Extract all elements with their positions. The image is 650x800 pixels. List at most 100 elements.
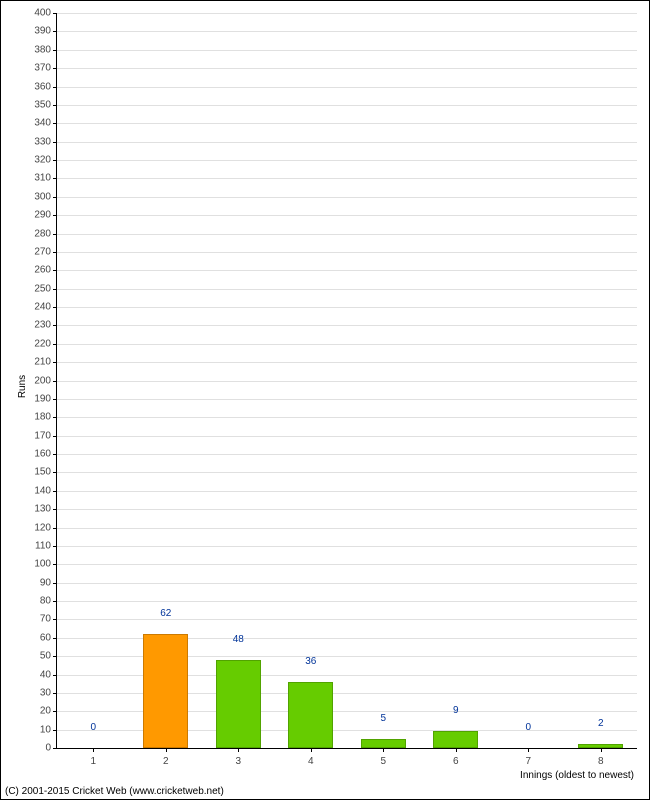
gridline — [57, 491, 637, 492]
gridline — [57, 344, 637, 345]
x-tick-label: 2 — [163, 748, 169, 767]
gridline — [57, 509, 637, 510]
y-axis-title: Runs — [17, 374, 28, 397]
bar-value-label: 36 — [305, 656, 316, 669]
y-tick-label: 70 — [40, 614, 57, 625]
y-tick-label: 120 — [34, 522, 57, 533]
y-tick-label: 200 — [34, 375, 57, 386]
gridline — [57, 123, 637, 124]
x-tick-label: 4 — [308, 748, 314, 767]
y-tick-label: 260 — [34, 265, 57, 276]
gridline — [57, 289, 637, 290]
y-tick-label: 270 — [34, 246, 57, 257]
y-tick-label: 360 — [34, 81, 57, 92]
y-tick-label: 90 — [40, 577, 57, 588]
gridline — [57, 381, 637, 382]
bar-value-label: 5 — [380, 713, 386, 726]
gridline — [57, 472, 637, 473]
y-tick-label: 170 — [34, 430, 57, 441]
gridline — [57, 142, 637, 143]
bar-value-label: 48 — [233, 634, 244, 647]
y-tick-label: 380 — [34, 44, 57, 55]
x-tick-label: 1 — [90, 748, 96, 767]
gridline — [57, 583, 637, 584]
bar — [578, 744, 623, 748]
y-tick-label: 210 — [34, 357, 57, 368]
y-tick-label: 0 — [45, 743, 57, 754]
chart-container: 0102030405060708090100110120130140150160… — [0, 0, 650, 800]
y-tick-label: 50 — [40, 651, 57, 662]
gridline — [57, 546, 637, 547]
x-tick-label: 8 — [598, 748, 604, 767]
bar — [143, 634, 188, 748]
y-tick-label: 340 — [34, 118, 57, 129]
x-axis-title: Innings (oldest to newest) — [520, 770, 634, 781]
y-tick-label: 180 — [34, 412, 57, 423]
gridline — [57, 270, 637, 271]
x-tick-label: 3 — [235, 748, 241, 767]
gridline — [57, 307, 637, 308]
gridline — [57, 619, 637, 620]
gridline — [57, 528, 637, 529]
x-tick-label: 6 — [453, 748, 459, 767]
y-tick-label: 300 — [34, 191, 57, 202]
gridline — [57, 325, 637, 326]
y-tick-label: 290 — [34, 210, 57, 221]
gridline — [57, 87, 637, 88]
gridline — [57, 454, 637, 455]
bar-value-label: 0 — [525, 722, 531, 735]
gridline — [57, 417, 637, 418]
y-tick-label: 140 — [34, 485, 57, 496]
gridline — [57, 362, 637, 363]
bar — [288, 682, 333, 748]
bar — [216, 660, 261, 748]
y-tick-label: 80 — [40, 596, 57, 607]
gridline — [57, 31, 637, 32]
gridline — [57, 215, 637, 216]
y-tick-label: 100 — [34, 559, 57, 570]
x-tick-label: 7 — [525, 748, 531, 767]
y-tick-label: 350 — [34, 99, 57, 110]
plot-area: 0102030405060708090100110120130140150160… — [56, 13, 637, 749]
gridline — [57, 601, 637, 602]
gridline — [57, 252, 637, 253]
y-tick-label: 230 — [34, 320, 57, 331]
gridline — [57, 234, 637, 235]
y-tick-label: 110 — [35, 540, 57, 551]
y-tick-label: 20 — [40, 706, 57, 717]
y-tick-label: 10 — [40, 724, 57, 735]
gridline — [57, 178, 637, 179]
y-tick-label: 280 — [34, 228, 57, 239]
footer-copyright: (C) 2001-2015 Cricket Web (www.cricketwe… — [5, 786, 224, 797]
bar — [361, 739, 406, 748]
y-tick-label: 390 — [34, 26, 57, 37]
gridline — [57, 160, 637, 161]
gridline — [57, 436, 637, 437]
bar-value-label: 2 — [598, 718, 604, 731]
y-tick-label: 60 — [40, 632, 57, 643]
y-tick-label: 40 — [40, 669, 57, 680]
bar-value-label: 0 — [90, 722, 96, 735]
gridline — [57, 13, 637, 14]
x-tick-label: 5 — [380, 748, 386, 767]
bar-value-label: 62 — [160, 608, 171, 621]
gridline — [57, 50, 637, 51]
gridline — [57, 399, 637, 400]
y-tick-label: 400 — [34, 8, 57, 19]
gridline — [57, 564, 637, 565]
y-tick-label: 220 — [34, 338, 57, 349]
gridline — [57, 68, 637, 69]
bar — [433, 731, 478, 748]
y-tick-label: 330 — [34, 136, 57, 147]
y-tick-label: 250 — [34, 283, 57, 294]
y-tick-label: 240 — [34, 302, 57, 313]
y-tick-label: 130 — [34, 504, 57, 515]
y-tick-label: 320 — [34, 155, 57, 166]
y-tick-label: 150 — [34, 467, 57, 478]
y-tick-label: 370 — [34, 63, 57, 74]
y-tick-label: 310 — [34, 173, 57, 184]
gridline — [57, 105, 637, 106]
y-tick-label: 160 — [34, 449, 57, 460]
y-tick-label: 30 — [40, 687, 57, 698]
bar-value-label: 9 — [453, 705, 459, 718]
